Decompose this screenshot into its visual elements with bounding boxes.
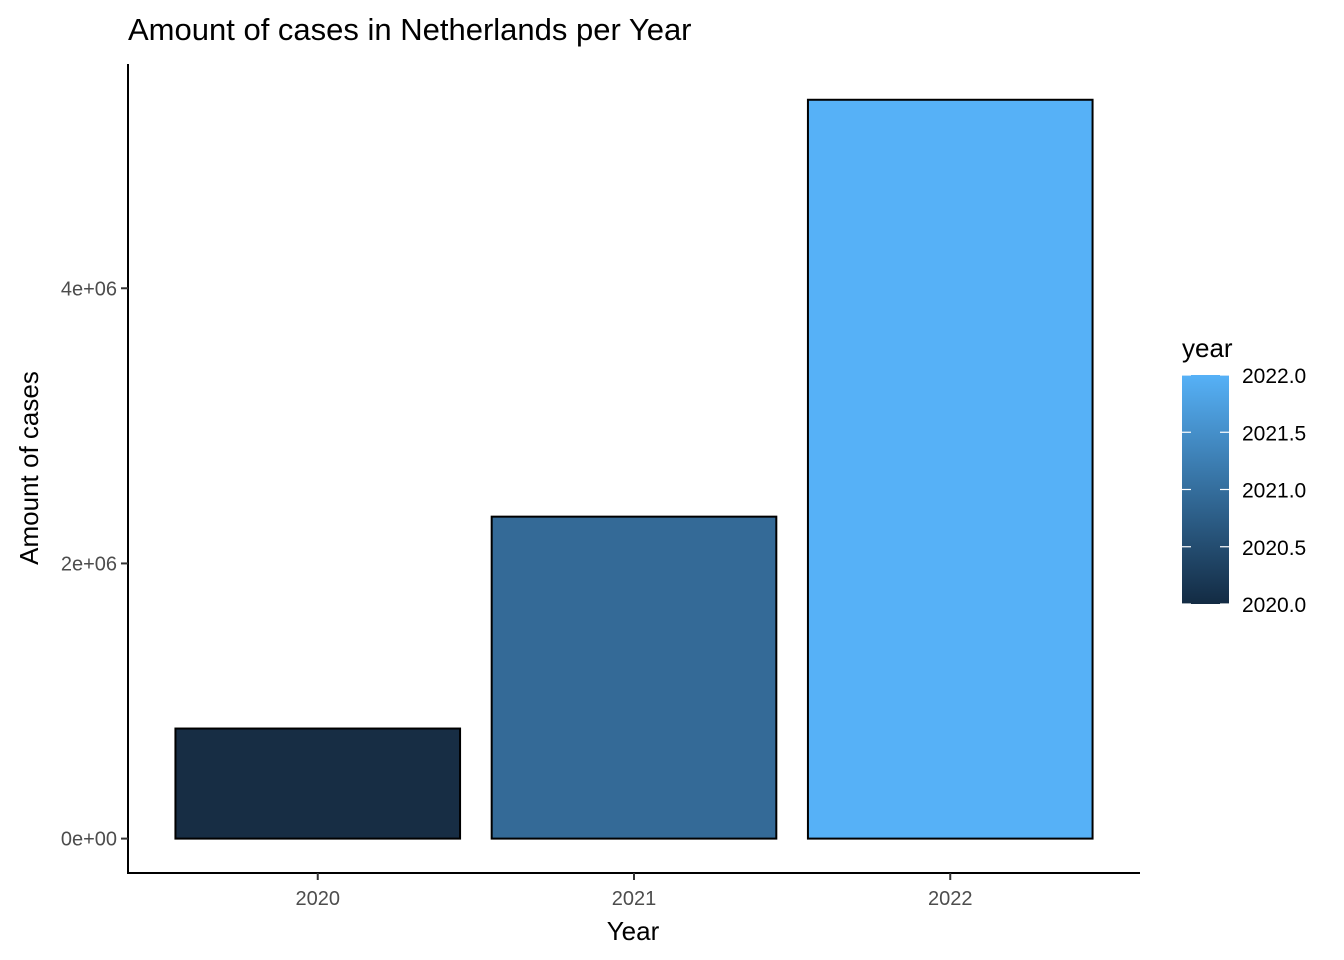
- legend-title: year: [1182, 333, 1233, 363]
- x-axis-label: Year: [607, 916, 660, 946]
- bar-2022: [806, 98, 1094, 840]
- legend: year 2022.0 2021.5 2021.0 2020.5 2020.0: [1182, 333, 1306, 617]
- bars-group: [174, 98, 1094, 840]
- x-tick-label: 2020: [296, 888, 341, 910]
- legend-tick-label: 2021.5: [1242, 422, 1306, 445]
- x-tick-label: 2022: [928, 888, 973, 910]
- y-axis-label: Amount of cases: [14, 371, 44, 565]
- chart-title: Amount of cases in Netherlands per Year: [128, 12, 692, 47]
- y-tick-label: 4e+06: [61, 278, 117, 300]
- legend-ticks: 2022.0 2021.5 2021.0 2020.5 2020.0: [1182, 365, 1306, 617]
- legend-tick-label: 2021.0: [1242, 480, 1306, 503]
- x-tick-label: 2021: [612, 888, 657, 910]
- legend-tick-label: 2020.5: [1242, 537, 1306, 560]
- bar-2021: [490, 515, 778, 840]
- legend-tick-label: 2020.0: [1242, 594, 1306, 617]
- legend-tick-label: 2022.0: [1242, 365, 1306, 388]
- x-axis-ticks: 2020 2021 2022: [296, 873, 973, 910]
- bar-2020: [174, 727, 462, 840]
- y-tick-label: 2e+06: [61, 553, 117, 575]
- y-axis-ticks: 0e+00 2e+06 4e+06: [61, 278, 128, 851]
- y-tick-label: 0e+00: [61, 829, 117, 851]
